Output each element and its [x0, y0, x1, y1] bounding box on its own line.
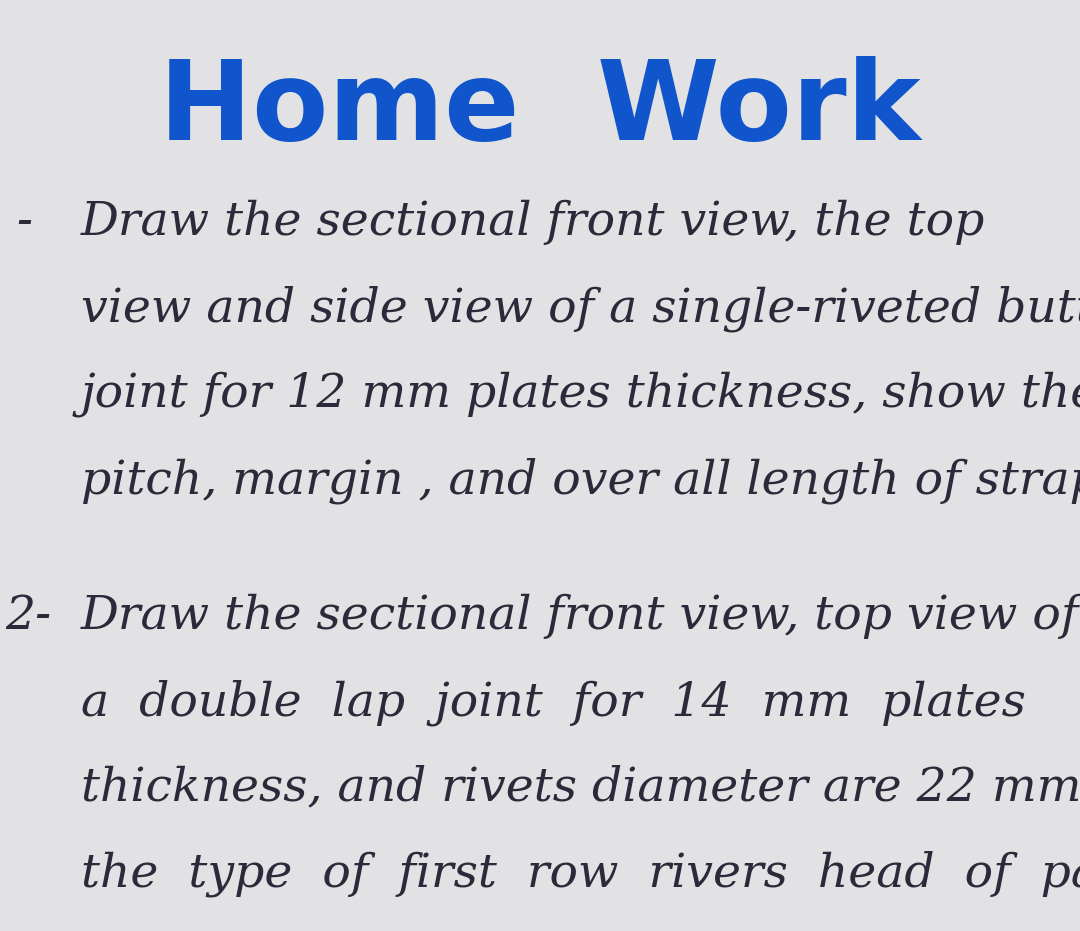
Text: view and side view of a single-riveted butt: view and side view of a single-riveted b…: [81, 286, 1080, 332]
Text: Home  Work: Home Work: [159, 56, 921, 163]
Text: -: -: [16, 200, 32, 246]
Text: the  type  of  first  row  rivers  head  of  pan: the type of first row rivers head of pan: [81, 851, 1080, 897]
Text: Draw the sectional front view, the top: Draw the sectional front view, the top: [81, 200, 985, 246]
Text: pitch, margin , and over all length of strap.: pitch, margin , and over all length of s…: [81, 457, 1080, 504]
Text: 2-: 2-: [5, 594, 52, 640]
Text: joint for 12 mm plates thickness, show the: joint for 12 mm plates thickness, show t…: [81, 371, 1080, 417]
Text: Draw the sectional front view, top view of: Draw the sectional front view, top view …: [81, 594, 1079, 640]
Text: a  double  lap  joint  for  14  mm  plates: a double lap joint for 14 mm plates: [81, 680, 1026, 726]
Text: thickness, and rivets diameter are 22 mm,: thickness, and rivets diameter are 22 mm…: [81, 765, 1080, 811]
